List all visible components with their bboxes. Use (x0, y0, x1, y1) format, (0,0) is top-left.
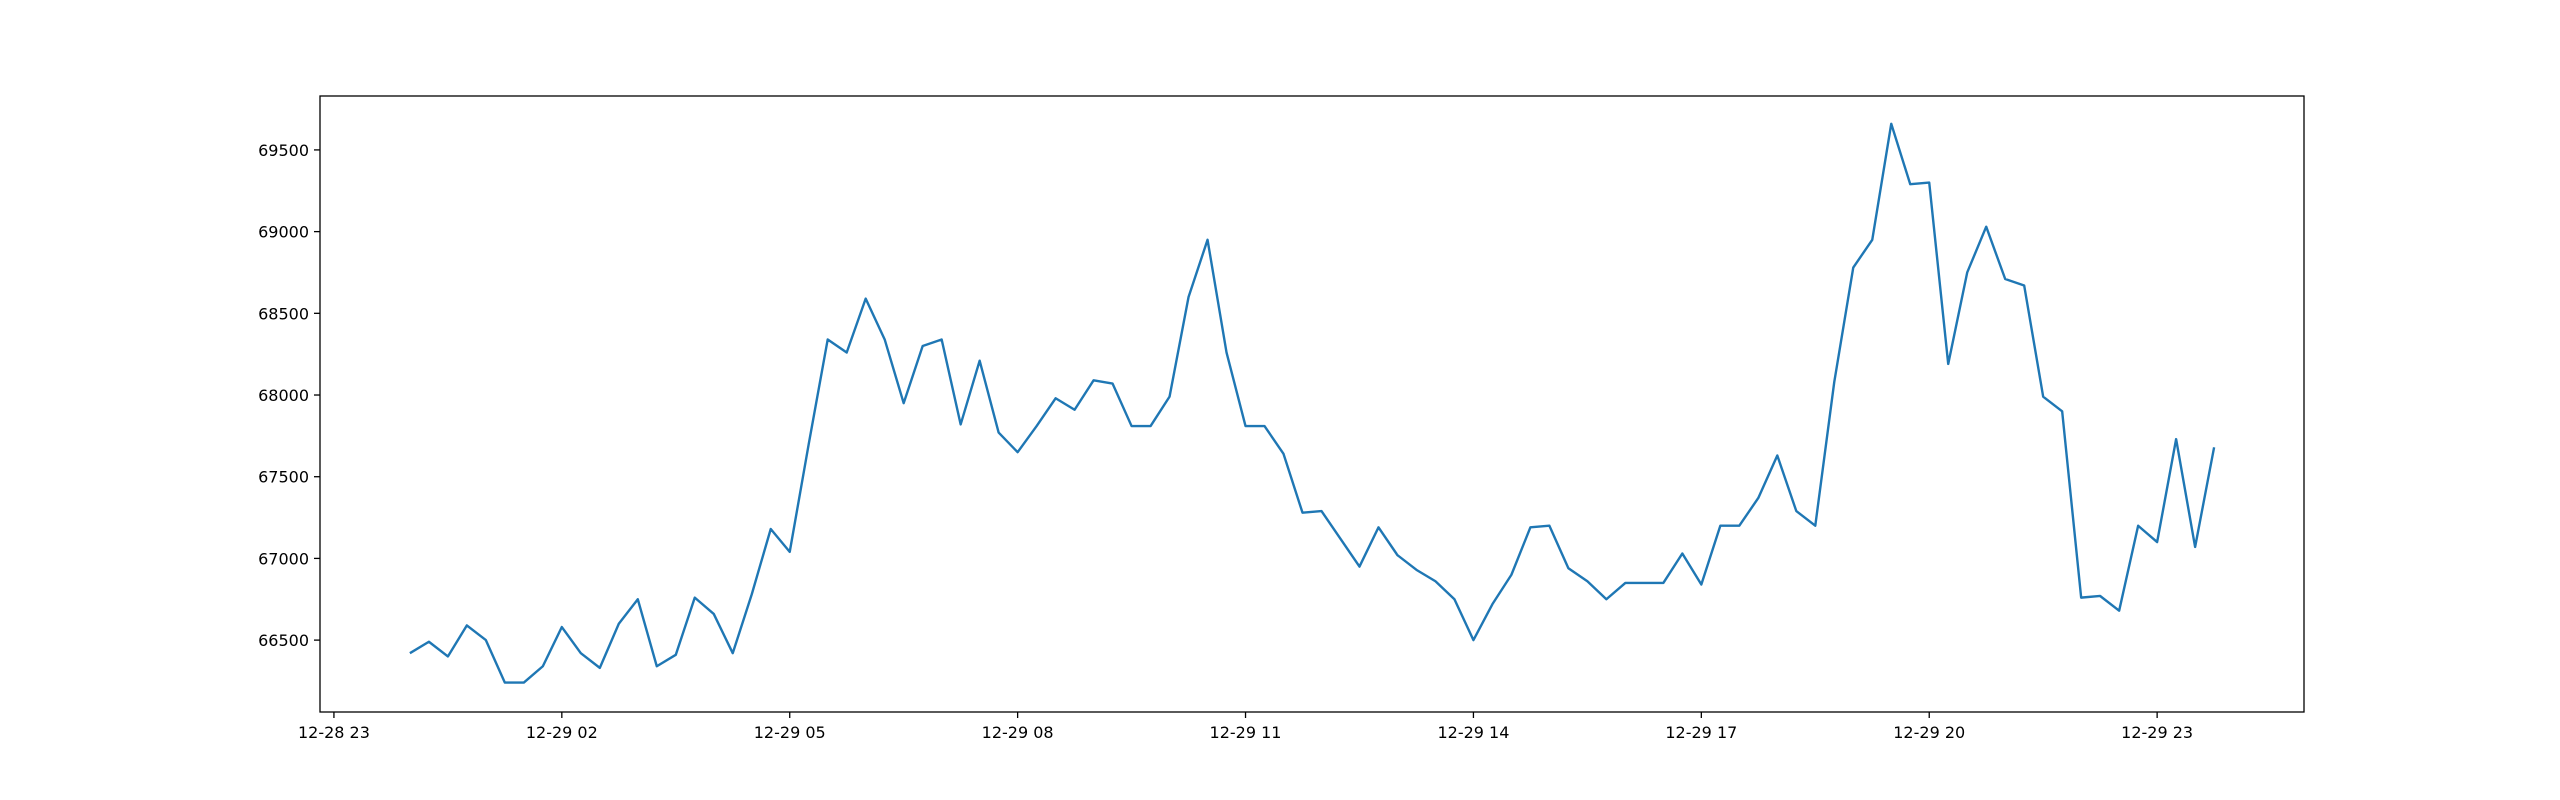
x-tick-label: 12-29 14 (1437, 723, 1509, 742)
x-tick-label: 12-29 20 (1893, 723, 1965, 742)
y-tick-label: 66500 (258, 631, 309, 650)
x-tick-label: 12-29 11 (1210, 723, 1282, 742)
y-tick-label: 69000 (258, 223, 309, 242)
y-tick-label: 67500 (258, 468, 309, 487)
x-tick-label: 12-29 05 (754, 723, 826, 742)
x-tick-label: 12-29 02 (526, 723, 598, 742)
x-tick-label: 12-29 17 (1665, 723, 1737, 742)
x-tick-label: 12-29 08 (982, 723, 1054, 742)
y-tick-label: 68000 (258, 386, 309, 405)
y-tick-label: 69500 (258, 141, 309, 160)
x-tick-label: 12-29 23 (2121, 723, 2193, 742)
y-tick-label: 68500 (258, 304, 309, 323)
price-line (409, 122, 2216, 684)
x-tick-label: 12-28 23 (298, 723, 370, 742)
y-tick-label: 67000 (258, 549, 309, 568)
axes-frame (319, 95, 2305, 713)
